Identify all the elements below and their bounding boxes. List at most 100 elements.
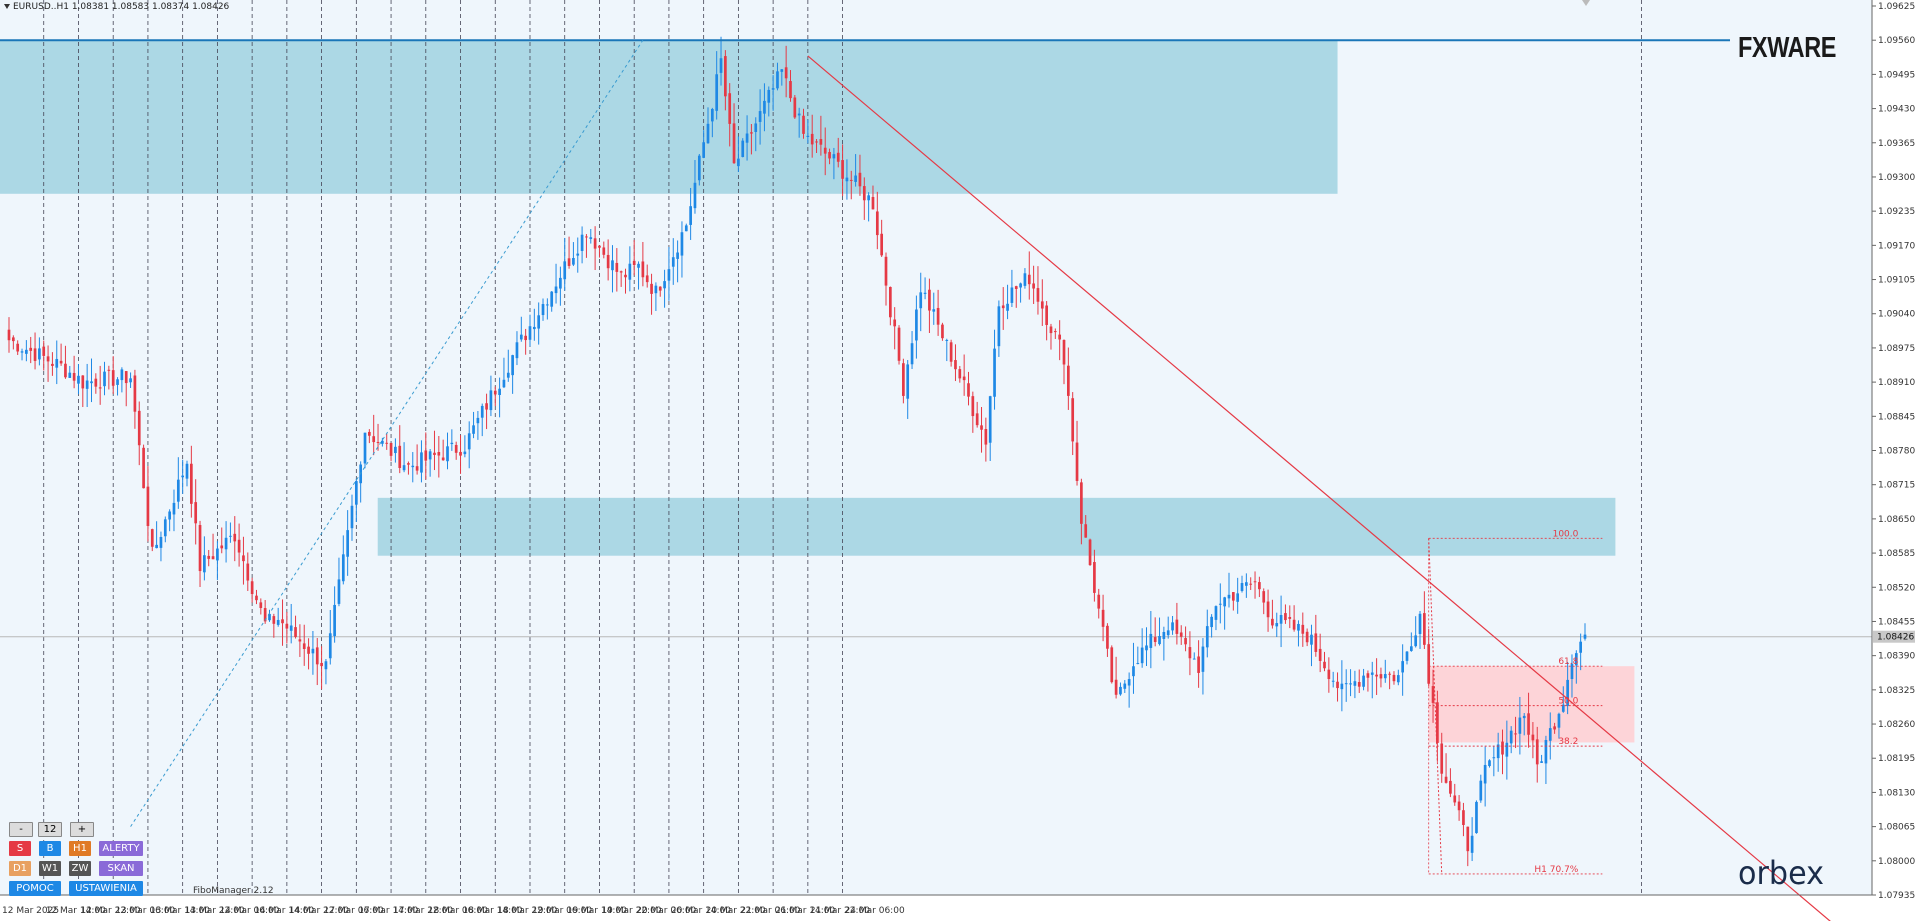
candle-body: [828, 152, 831, 159]
candle-body: [163, 519, 167, 537]
candle-body: [697, 155, 701, 181]
y-tick-label: 1.08390: [1878, 652, 1915, 662]
candle-body: [1527, 713, 1530, 735]
candle-body: [129, 378, 132, 383]
y-tick-label: 1.09170: [1878, 241, 1915, 251]
candle-body: [1027, 274, 1031, 285]
candle-body: [98, 387, 102, 389]
candle-body: [1444, 776, 1448, 783]
candle-body: [980, 425, 983, 430]
count-field[interactable]: 12: [38, 822, 62, 837]
candle-body: [72, 372, 76, 381]
candle-body: [1088, 539, 1092, 566]
candle-body: [1249, 583, 1253, 585]
candle-body: [94, 378, 98, 387]
candle-body: [1184, 638, 1187, 645]
y-tick-label: 1.07935: [1878, 891, 1915, 901]
candle-body: [1544, 739, 1548, 764]
candle-body: [1188, 647, 1192, 659]
x-tick-label: 21 Mar 22:00: [810, 906, 870, 916]
candle-body: [1097, 594, 1101, 609]
candle-body: [971, 396, 975, 417]
candle-body: [1258, 582, 1261, 590]
candle-body: [142, 447, 145, 489]
candle-body: [632, 260, 636, 266]
candle-body: [85, 380, 89, 389]
sell-button[interactable]: S: [9, 841, 31, 856]
fib-level-label: 61.8: [1558, 657, 1578, 667]
dotted-trendline: [130, 39, 644, 827]
ustawienia-button[interactable]: USTAWIENIA: [69, 881, 143, 896]
pomoc-button[interactable]: POMOC: [9, 881, 61, 896]
h1-button[interactable]: H1: [69, 841, 91, 856]
d1-button[interactable]: D1: [9, 861, 31, 876]
w1-button[interactable]: W1: [39, 861, 61, 876]
candle-body: [802, 115, 805, 134]
candle-body: [1067, 365, 1070, 396]
candle-body: [211, 556, 215, 560]
dropdown-icon[interactable]: [4, 4, 10, 9]
candle-body: [59, 360, 63, 364]
candle-body: [20, 351, 24, 353]
time-axis-bg: [0, 895, 1872, 921]
candle-body: [1149, 633, 1153, 648]
candle-body: [1245, 582, 1248, 586]
y-tick-label: 1.08130: [1878, 788, 1915, 798]
candle-body: [663, 281, 666, 289]
candle-body: [836, 152, 840, 162]
alerty-button[interactable]: ALERTY: [99, 841, 143, 856]
candle-body: [550, 291, 554, 307]
candle-body: [68, 372, 72, 378]
candle-body: [1401, 661, 1404, 673]
candle-body: [424, 450, 428, 461]
candle-body: [498, 388, 501, 396]
candle-body: [1162, 631, 1166, 639]
candle-body: [1166, 630, 1170, 636]
candle-body: [771, 88, 775, 90]
candle-body: [1383, 674, 1387, 679]
candle-body: [42, 346, 46, 356]
candle-body: [750, 132, 753, 134]
candle-body: [16, 343, 20, 352]
candle-body: [116, 379, 119, 385]
candle-body: [745, 133, 749, 143]
candle-body: [949, 342, 953, 362]
y-tick-label: 1.09430: [1878, 105, 1915, 115]
candle-body: [1579, 641, 1583, 653]
candle-body: [363, 432, 367, 464]
candle-body: [893, 319, 897, 327]
candle-body: [737, 158, 740, 167]
candle-body: [546, 304, 549, 306]
candle-body: [650, 283, 653, 294]
y-tick-label: 1.08650: [1878, 515, 1915, 525]
zw-button[interactable]: ZW: [69, 861, 91, 876]
candle-body: [984, 428, 988, 445]
candle-body: [1522, 715, 1526, 719]
candle-body: [194, 502, 198, 524]
candle-body: [1062, 339, 1066, 365]
plus-button[interactable]: +: [70, 822, 94, 837]
candle-body: [1566, 679, 1569, 706]
x-tick-label: 19 Mar 14:00: [567, 906, 627, 916]
candle-body: [1418, 613, 1422, 634]
candle-body: [871, 196, 875, 210]
y-tick-label: 1.08260: [1878, 720, 1915, 730]
x-tick-label: 19 Mar 06:00: [532, 906, 592, 916]
candle-body: [307, 646, 310, 654]
candle-body: [1362, 675, 1365, 687]
minus-button[interactable]: -: [9, 822, 33, 837]
y-tick-label: 1.09300: [1878, 173, 1915, 183]
candle-body: [624, 274, 627, 278]
candle-body: [554, 286, 558, 294]
buy-button[interactable]: B: [39, 841, 61, 856]
skan-button[interactable]: SKAN: [99, 861, 143, 876]
candle-body: [198, 525, 202, 572]
candle-body: [1357, 682, 1361, 687]
candle-body: [1353, 681, 1357, 686]
candle-body: [268, 613, 271, 621]
candle-body: [637, 263, 640, 268]
candle-body: [1084, 524, 1088, 538]
candle-body: [602, 247, 606, 255]
